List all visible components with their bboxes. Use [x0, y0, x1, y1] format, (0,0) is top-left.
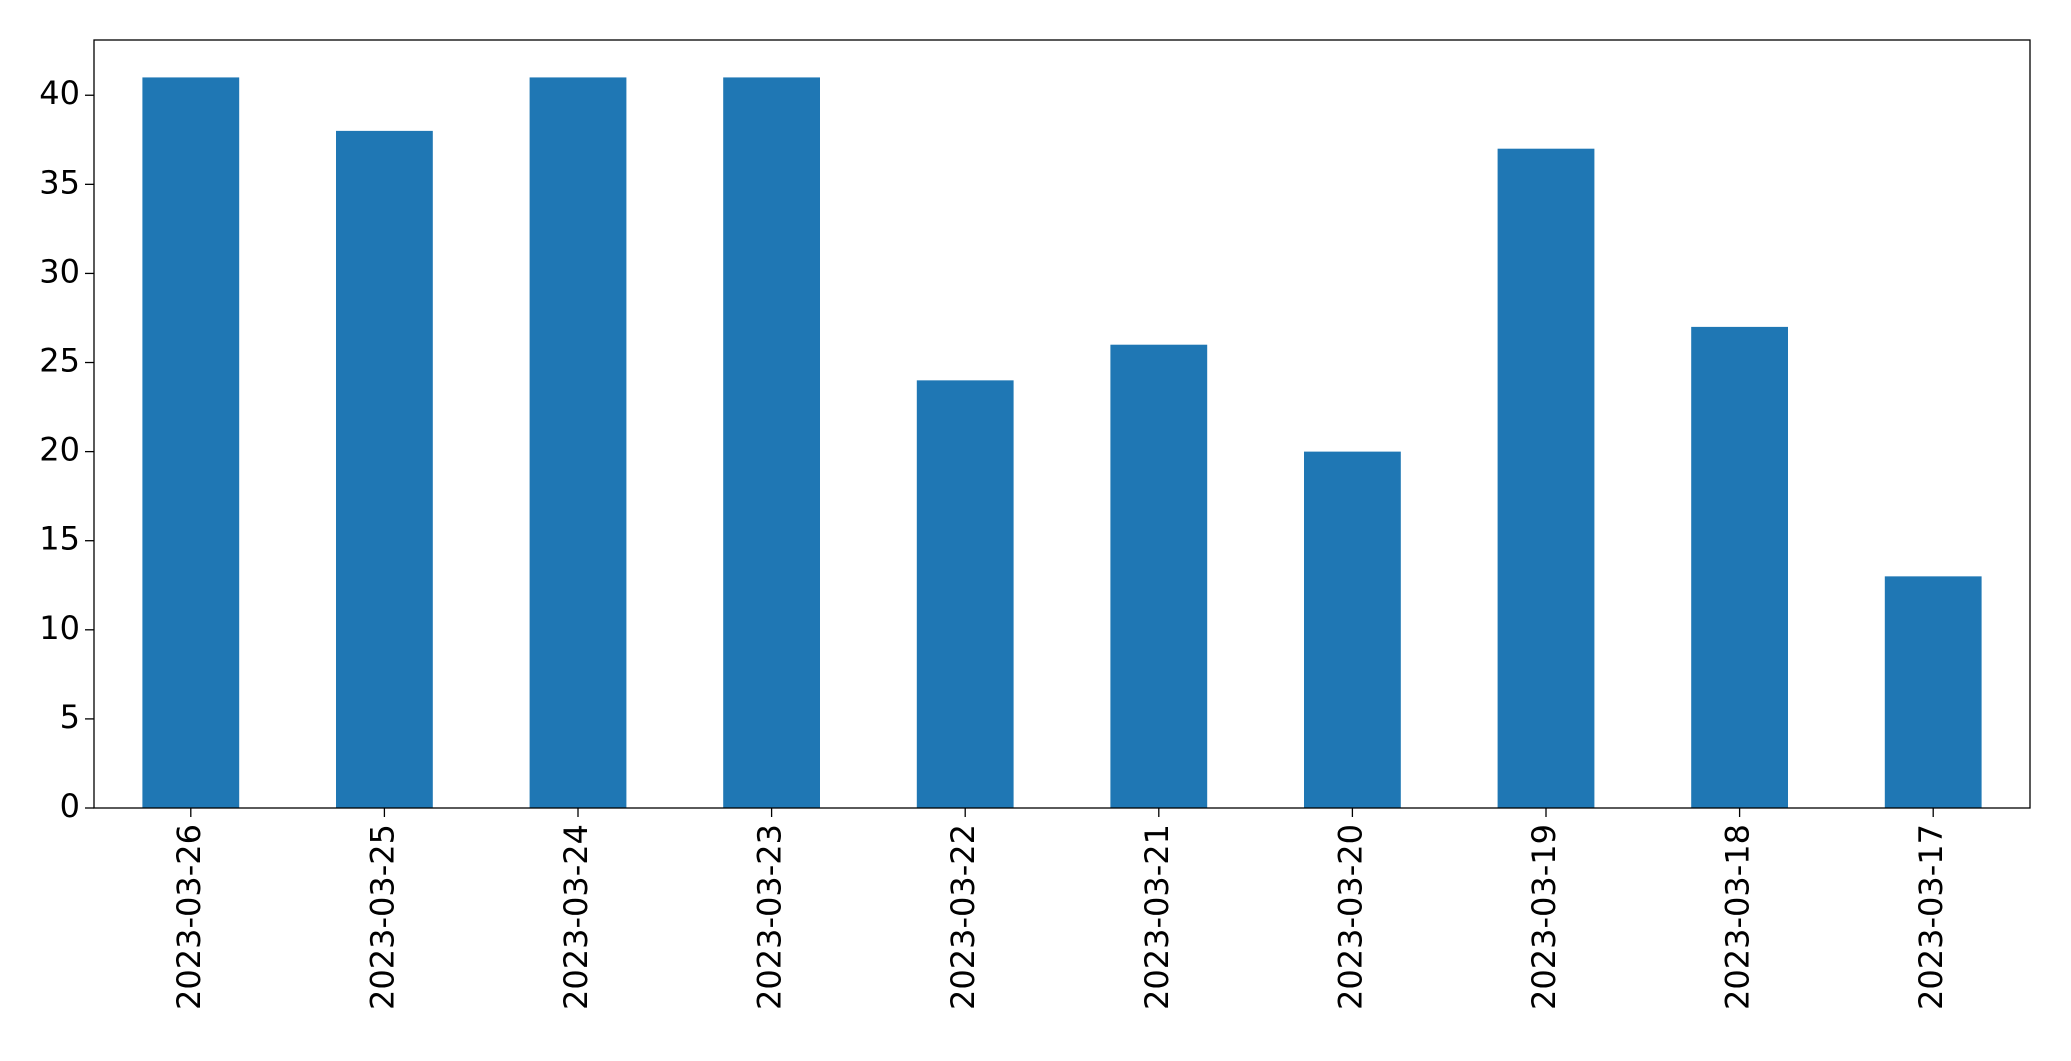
- bar: [916, 380, 1014, 808]
- bar: [529, 77, 627, 809]
- bar: [336, 130, 433, 809]
- bar: [142, 77, 240, 809]
- bar: [1304, 451, 1401, 808]
- plot-frame: [93, 39, 2031, 809]
- y-tick-label: 25: [39, 342, 80, 380]
- y-tick-label: 30: [39, 252, 80, 290]
- y-tick-label: 20: [39, 431, 80, 469]
- x-tick-label: 2023-03-19: [1525, 824, 1563, 1010]
- y-tick-label: 5: [60, 698, 80, 736]
- y-tick-label: 15: [39, 520, 80, 558]
- y-tick-label: 0: [60, 787, 80, 825]
- bar: [1691, 326, 1788, 808]
- x-tick-label: 2023-03-23: [751, 824, 789, 1010]
- x-tick-label: 2023-03-21: [1138, 824, 1176, 1010]
- x-tick-label: 2023-03-22: [944, 824, 982, 1010]
- bar: [723, 77, 820, 809]
- y-tick-label: 40: [39, 74, 80, 112]
- y-tick-label: 35: [39, 163, 80, 201]
- x-tick-label: 2023-03-20: [1331, 824, 1369, 1010]
- y-tick-label: 10: [39, 609, 80, 647]
- bar: [1497, 148, 1595, 809]
- bar: [1110, 344, 1208, 808]
- bar: [1884, 576, 1982, 808]
- x-tick-label: 2023-03-17: [1912, 824, 1950, 1010]
- x-tick-label: 2023-03-26: [170, 824, 208, 1010]
- x-tick-label: 2023-03-24: [557, 824, 595, 1010]
- x-tick-label: 2023-03-18: [1719, 824, 1757, 1010]
- x-tick-label: 2023-03-25: [363, 824, 401, 1010]
